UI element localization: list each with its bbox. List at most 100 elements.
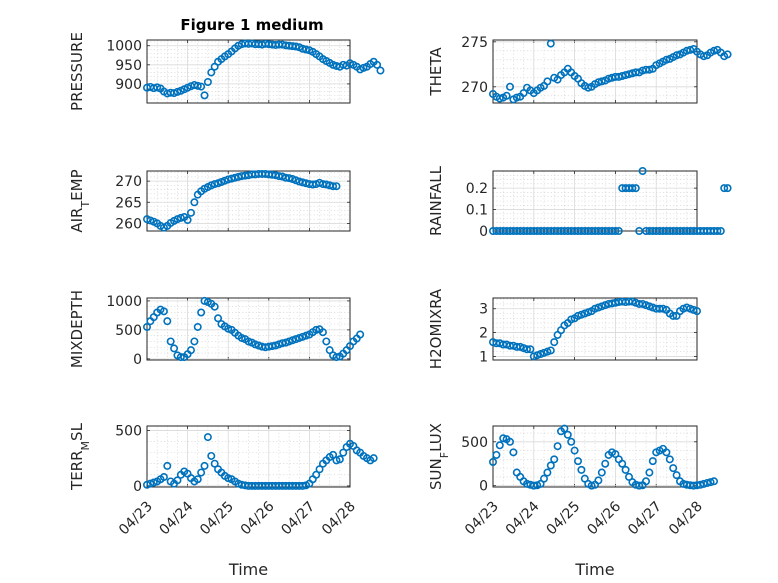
y-tick-label: 500: [115, 423, 142, 439]
data-point: [210, 459, 219, 468]
data-point: [322, 337, 331, 346]
data-point: [190, 198, 199, 207]
data-point: [648, 457, 657, 466]
data-point: [207, 68, 216, 77]
y-axis-label: TERRMSL: [68, 422, 92, 491]
data-point: [332, 353, 341, 362]
data-series: [143, 39, 385, 100]
x-tick-label: 04/27: [625, 499, 665, 539]
y-tick-label: 2: [479, 326, 488, 342]
data-point: [692, 307, 701, 316]
plot-border: [492, 297, 698, 361]
data-point: [176, 213, 185, 222]
data-point: [193, 322, 202, 331]
data-point: [499, 434, 508, 443]
data-series: [143, 433, 378, 490]
data-point: [699, 52, 708, 61]
data-point: [570, 446, 579, 455]
data-point: [539, 474, 548, 483]
data-point: [546, 39, 555, 48]
data-point: [495, 441, 504, 450]
data-point: [672, 51, 681, 60]
data-point: [193, 475, 202, 484]
data-point: [159, 307, 168, 316]
data-series: [488, 424, 718, 490]
x-tick-label: 04/28: [319, 499, 359, 539]
data-point: [611, 227, 620, 236]
data-point: [662, 448, 671, 457]
x-tick-label: 04/24: [503, 498, 543, 538]
y-tick-label: 500: [461, 435, 488, 451]
plot-area: [146, 425, 351, 488]
y-axis-label: MIXDEPTH: [68, 290, 86, 368]
data-point: [631, 68, 640, 77]
data-point: [522, 345, 531, 354]
data-series: [488, 297, 701, 361]
data-point: [166, 337, 175, 346]
data-point: [560, 424, 569, 433]
subplot-pressure: 900 950 1000 PRESSURE: [68, 32, 385, 111]
y-tick-label: 1000: [106, 294, 142, 310]
data-point: [594, 78, 603, 87]
data-point: [618, 459, 627, 468]
plot-border: [146, 170, 351, 232]
data-point: [699, 479, 708, 488]
data-point: [495, 94, 504, 103]
data-point: [713, 227, 722, 236]
data-point: [163, 461, 172, 470]
data-point: [200, 461, 209, 470]
x-tick-label: 04/26: [584, 498, 624, 538]
data-point: [207, 451, 216, 460]
data-point: [210, 302, 219, 311]
data-series: [488, 39, 732, 104]
data-series: [143, 296, 365, 362]
data-point: [546, 461, 555, 470]
data-point: [709, 477, 718, 486]
data-point: [502, 91, 511, 100]
x-axis-label: Time: [574, 560, 614, 579]
data-point: [183, 216, 192, 225]
data-point: [373, 60, 382, 69]
data-point: [285, 174, 294, 183]
y-tick-label: 1: [479, 349, 488, 365]
x-tick-label: 04/25: [197, 499, 237, 539]
data-point: [488, 457, 497, 466]
data-point: [186, 346, 195, 355]
data-point: [618, 72, 627, 81]
data-point: [519, 89, 528, 98]
data-point: [329, 450, 338, 459]
subplot-rainfall: 0 0.1 0.2 RAINFALL: [427, 165, 732, 240]
data-point: [376, 66, 385, 75]
data-series: [488, 167, 732, 236]
y-tick-label: 265: [115, 195, 142, 211]
data-point: [170, 344, 179, 353]
y-tick-label: 0: [133, 352, 142, 368]
data-point: [635, 481, 644, 490]
x-tick-label: 04/25: [544, 499, 584, 539]
data-point: [318, 328, 327, 337]
data-series: [143, 169, 341, 232]
data-point: [672, 471, 681, 480]
data-point: [567, 437, 576, 446]
data-point: [614, 72, 623, 81]
data-point: [315, 465, 324, 474]
y-tick-label: 270: [461, 80, 488, 96]
data-point: [720, 184, 729, 193]
data-point: [302, 45, 311, 54]
data-point: [550, 455, 559, 464]
y-axis-label: SUNFLUX: [427, 423, 451, 490]
data-point: [662, 55, 671, 64]
data-point: [563, 430, 572, 439]
x-tick-label: 04/26: [238, 498, 278, 538]
y-tick-label: 950: [115, 58, 142, 74]
y-tick-label: 0.1: [466, 203, 488, 219]
data-point: [186, 208, 195, 217]
data-point: [335, 455, 344, 464]
data-point: [546, 346, 555, 355]
subplot-h2omixra: 1 2 3 H2OMIXRA: [427, 288, 701, 369]
data-point: [173, 476, 182, 485]
data-point: [665, 455, 674, 464]
x-tick-label: 04/23: [116, 499, 156, 539]
x-tick-label: 04/27: [278, 499, 318, 539]
data-point: [686, 45, 695, 54]
